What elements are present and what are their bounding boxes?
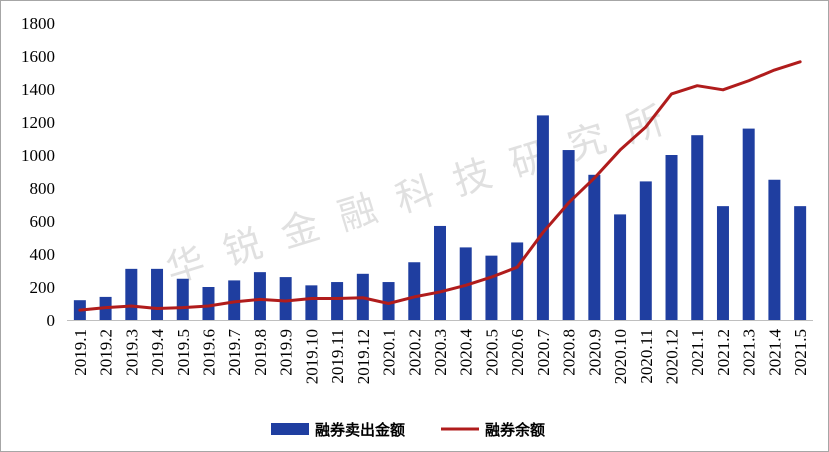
x-tick-label: 2021.4 [765, 329, 784, 376]
y-tick-label: 1800 [21, 14, 55, 33]
x-tick-label: 2020.5 [482, 329, 501, 376]
x-axis-ticks: 2019.1 2019.2 2019.3 2019.4 2019.5 2019.6 2019… [71, 328, 810, 384]
y-tick-label: 1600 [21, 47, 55, 66]
y-tick-label: 600 [30, 212, 56, 231]
bar-2020.10 [614, 214, 627, 320]
y-tick-label: 800 [30, 179, 56, 198]
x-tick-label: 2019.1 [71, 329, 90, 376]
bar-2021.1 [691, 135, 704, 320]
bar-series [73, 115, 807, 321]
y-tick-label: 400 [30, 245, 56, 264]
y-tick-label: 1200 [21, 113, 55, 132]
line-series [78, 60, 802, 312]
bar-2019.7 [228, 280, 241, 320]
line-balance [78, 60, 802, 312]
y-axis-ticks: 0 200 400 600 800 1000 1200 1400 1600 1800 [21, 14, 55, 330]
bar-2020.5 [485, 255, 498, 320]
bar-2020.1 [382, 282, 395, 320]
x-tick-label: 2019.8 [251, 329, 270, 376]
x-tick-label: 2020.11 [637, 329, 656, 384]
watermark: 华锐金融科技研究所 [161, 92, 690, 292]
bar-2020.2 [408, 262, 421, 320]
y-tick-label: 1000 [21, 146, 55, 165]
bar-2021.3 [742, 128, 755, 320]
x-tick-label: 2020.8 [560, 329, 579, 376]
x-tick-label: 2019.5 [174, 329, 193, 376]
bar-2021.4 [768, 179, 781, 320]
x-tick-label: 2021.1 [688, 329, 707, 376]
bar-2021.5 [794, 206, 807, 320]
x-tick-label: 2020.3 [431, 329, 450, 376]
x-tick-label: 2020.1 [380, 329, 399, 376]
x-tick-label: 2021.3 [740, 329, 759, 376]
x-tick-label: 2020.10 [611, 329, 630, 384]
x-tick-label: 2019.6 [199, 329, 218, 376]
bar-2020.9 [588, 174, 601, 320]
y-tick-label: 0 [47, 311, 56, 330]
x-tick-label: 2019.10 [302, 329, 321, 384]
x-tick-label: 2020.7 [534, 329, 553, 376]
bar-2021.2 [716, 206, 729, 320]
x-tick-label: 2020.12 [663, 329, 682, 384]
bar-2020.6 [511, 242, 524, 320]
x-tick-label: 2019.9 [277, 329, 296, 376]
x-tick-label: 2020.2 [405, 329, 424, 376]
x-tick-label: 2019.4 [148, 329, 167, 376]
bar-2019.6 [202, 287, 215, 320]
x-tick-label: 2020.4 [457, 328, 476, 375]
bar-2020.7 [536, 115, 549, 321]
x-tick-label: 2021.5 [791, 329, 810, 376]
x-tick-label: 2020.6 [508, 329, 527, 376]
bar-2020.4 [459, 247, 472, 320]
bar-2019.10 [305, 285, 318, 320]
y-tick-label: 1400 [21, 80, 55, 99]
x-tick-label: 2019.7 [225, 329, 244, 376]
x-tick-label: 2020.9 [585, 329, 604, 376]
bar-2020.12 [665, 155, 678, 320]
bar-2019.8 [253, 272, 266, 320]
legend-swatch-bar [271, 423, 309, 435]
bar-2019.4 [151, 268, 164, 320]
x-tick-label: 2019.2 [97, 329, 116, 376]
legend: 融券卖出金额 融券余额 [271, 421, 545, 439]
bar-2020.3 [434, 225, 446, 320]
legend-label-line: 融券余额 [485, 421, 545, 439]
bar-2019.11 [331, 282, 344, 320]
bar-2019.9 [279, 277, 292, 320]
x-tick-label: 2019.11 [328, 329, 347, 384]
bar-2020.8 [562, 150, 575, 320]
bar-2019.3 [125, 268, 138, 320]
x-tick-label: 2019.3 [122, 329, 141, 376]
x-tick-label: 2019.12 [354, 329, 373, 384]
y-tick-label: 200 [30, 278, 56, 297]
bar-2020.11 [639, 181, 652, 320]
bar-2019.5 [176, 278, 189, 320]
legend-label-bar: 融券卖出金额 [315, 421, 405, 439]
x-tick-label: 2021.2 [714, 329, 733, 376]
